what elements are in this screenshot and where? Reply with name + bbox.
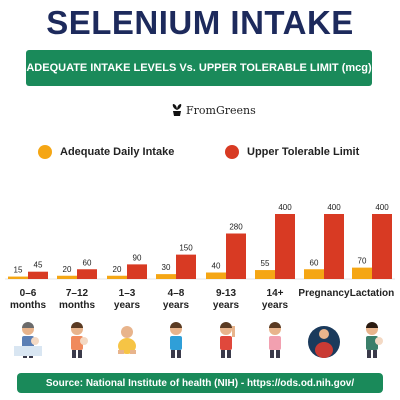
data-label-adequate-6: 60 — [310, 258, 319, 267]
data-label-upper-0: 45 — [34, 261, 43, 270]
bar-upper-0 — [28, 271, 48, 279]
legend-item-adequate: Adequate Daily Intake — [38, 145, 174, 159]
pregnant-woman-icon — [308, 326, 340, 358]
x-tick-label-1-1: months — [59, 300, 96, 311]
x-tick-label-4-1: years — [213, 300, 240, 311]
bar-adequate-7 — [352, 267, 372, 279]
x-tick-label-7-0: Lactation — [350, 288, 394, 299]
x-tick-label-6-0: Pregnancy — [298, 288, 350, 299]
bar-adequate-5 — [255, 270, 275, 279]
data-label-adequate-0: 15 — [14, 266, 23, 275]
brand-logo: FromGreens — [170, 103, 256, 117]
toddler-icon — [118, 326, 136, 354]
data-label-upper-7: 400 — [375, 203, 389, 212]
mother-with-baby-icon — [71, 322, 88, 358]
bar-upper-5 — [275, 214, 295, 279]
data-label-adequate-2: 20 — [113, 265, 122, 274]
brand-name: FromGreens — [186, 103, 256, 117]
teen-girl-icon — [269, 322, 281, 358]
data-label-adequate-4: 40 — [212, 262, 221, 271]
x-tick-label-0-0: 0–6 — [20, 288, 37, 299]
x-tick-label-4-0: 9-13 — [216, 288, 236, 299]
bar-upper-2 — [127, 264, 147, 279]
legend-label-adequate: Adequate Daily Intake — [60, 146, 175, 158]
woman-holding-baby-icon — [366, 322, 383, 358]
bar-adequate-6 — [304, 269, 324, 279]
x-tick-label-5-0: 14+ — [267, 288, 284, 299]
bar-adequate-2 — [107, 275, 127, 279]
x-tick-label-3-1: years — [163, 300, 190, 311]
x-tick-label-3-0: 4–8 — [168, 288, 185, 299]
bar-upper-3 — [176, 254, 196, 279]
child-waving-icon — [220, 322, 235, 358]
x-tick-label-5-1: years — [262, 300, 289, 311]
data-label-upper-3: 150 — [179, 244, 193, 253]
data-label-adequate-1: 20 — [63, 265, 72, 274]
data-label-adequate-7: 70 — [358, 257, 367, 266]
page-title: SELENIUM INTAKE — [46, 4, 354, 41]
subtitle-banner: ADEQUATE INTAKE LEVELS Vs. UPPER TOLERAB… — [26, 50, 372, 86]
bar-adequate-3 — [156, 274, 176, 279]
legend-swatch-upper — [225, 145, 239, 159]
legend-item-upper: Upper Tolerable Limit — [225, 145, 359, 159]
bar-adequate-4 — [206, 272, 226, 279]
x-tick-label-2-0: 1–3 — [119, 288, 136, 299]
bar-adequate-0 — [8, 276, 28, 279]
plant-pot-icon — [172, 104, 182, 116]
data-label-upper-2: 90 — [133, 253, 142, 262]
bar-upper-6 — [324, 214, 344, 279]
x-tick-label-0-1: months — [10, 300, 47, 311]
adult-with-baby-icon — [14, 322, 42, 358]
legend-swatch-adequate — [38, 145, 52, 159]
data-label-upper-5: 400 — [278, 203, 292, 212]
x-tick-label-1-0: 7–12 — [66, 288, 89, 299]
boy-icon — [170, 322, 182, 358]
data-label-upper-4: 280 — [229, 223, 243, 232]
data-label-upper-6: 400 — [327, 203, 341, 212]
data-label-adequate-3: 30 — [162, 263, 171, 272]
x-tick-label-2-1: years — [114, 300, 141, 311]
bar-adequate-1 — [57, 275, 77, 279]
legend-label-upper: Upper Tolerable Limit — [247, 146, 360, 158]
bar-upper-4 — [226, 233, 246, 279]
data-label-adequate-5: 55 — [261, 259, 270, 268]
data-label-upper-1: 60 — [83, 258, 92, 267]
bar-upper-1 — [77, 269, 97, 279]
bar-upper-7 — [372, 214, 392, 279]
source-footer: Source: National Institute of health (NI… — [17, 373, 383, 393]
